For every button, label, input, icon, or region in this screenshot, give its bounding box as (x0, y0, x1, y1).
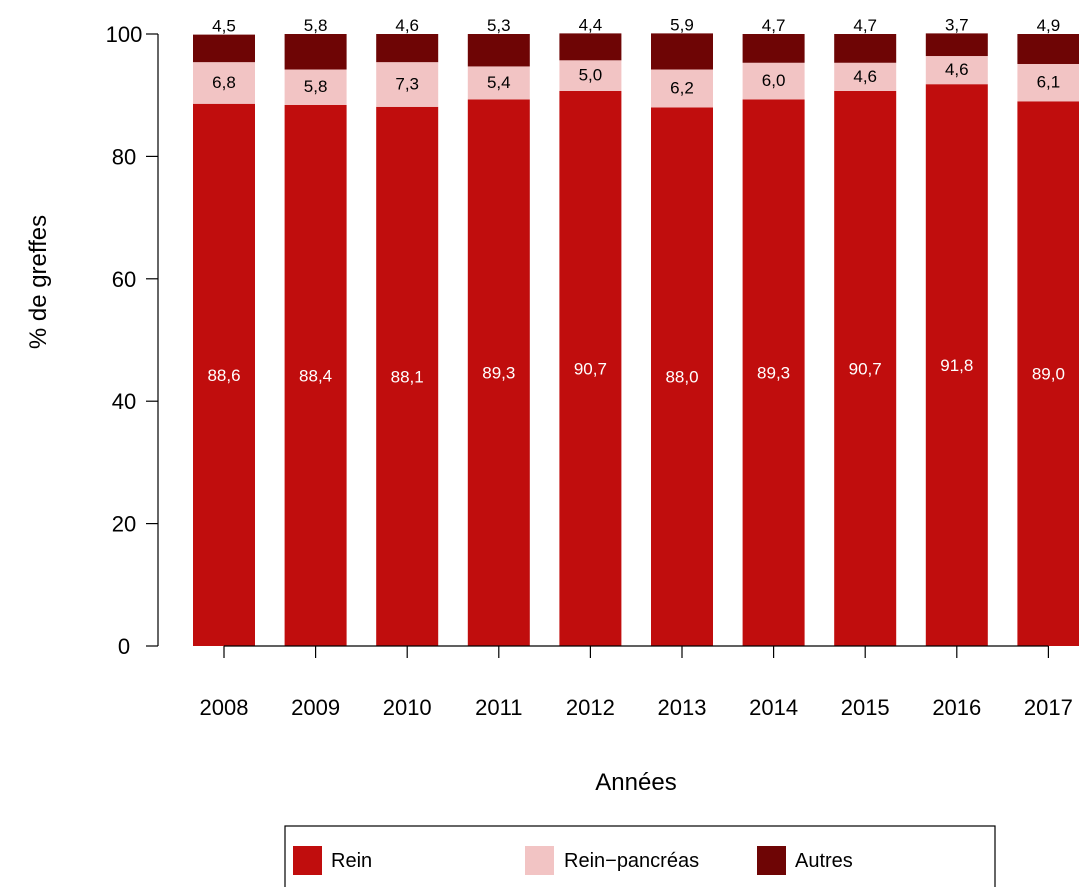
data-label: 4,6 (945, 60, 969, 79)
bar-segment (834, 34, 897, 63)
y-tick-label: 80 (112, 144, 136, 169)
x-tick-label: 2014 (749, 695, 798, 720)
y-axis-title: % de greffes (25, 215, 52, 349)
data-label: 4,6 (853, 67, 877, 86)
data-label: 88,0 (665, 368, 698, 387)
bar-segment (376, 62, 439, 107)
data-label: 4,7 (762, 16, 786, 35)
data-label: 5,8 (304, 16, 328, 35)
data-label: 5,3 (487, 16, 511, 35)
bar-segment (193, 62, 255, 104)
y-tick-label: 20 (112, 512, 136, 537)
data-label: 91,8 (940, 356, 973, 375)
bar-segment (467, 34, 530, 67)
bar-segment (559, 60, 622, 91)
plot-area: 88,6 6,8 4,5 88,4 5,8 5,8 88,1 7,3 4,6 89,3 5,4 5,3… (193, 15, 1079, 646)
x-tick-label: 2015 (841, 695, 890, 720)
legend-label: Autres (795, 850, 853, 872)
bar-segment (284, 69, 347, 105)
x-tick-label: 2012 (566, 695, 615, 720)
bar-segment (559, 33, 622, 61)
bar-segment (1017, 101, 1079, 646)
legend-swatch (757, 846, 786, 875)
bar-segment (193, 103, 255, 646)
bar-segment (284, 104, 347, 646)
bar-segment (925, 84, 988, 646)
legend-label: Rein (331, 850, 372, 872)
y-tick-label: 60 (112, 267, 136, 292)
data-label: 6,2 (670, 78, 694, 97)
legend-label: Rein−pancréas (564, 850, 699, 872)
bar-segment (742, 99, 805, 646)
bar-segment (651, 69, 713, 108)
data-label: 89,3 (757, 364, 790, 383)
bar-segment (834, 62, 897, 91)
bar-segment (834, 90, 897, 646)
bar-segment (925, 56, 988, 85)
bar-segment (193, 34, 255, 63)
data-label: 6,0 (762, 71, 786, 90)
bar-segment (376, 106, 439, 646)
data-label: 4,5 (212, 17, 236, 36)
y-tick-label: 0 (118, 634, 130, 659)
legend-swatch (525, 846, 554, 875)
x-axis: 2008 2009 2010 2011 2012 2013 2014 2015 2016 2017 (200, 645, 1073, 720)
x-tick-label: 2009 (291, 695, 340, 720)
data-label: 3,7 (945, 15, 969, 34)
bar-segment (742, 34, 805, 63)
data-label: 5,4 (487, 73, 511, 92)
data-label: 6,1 (1037, 73, 1061, 92)
data-label: 4,7 (853, 16, 877, 35)
x-tick-label: 2010 (383, 695, 432, 720)
data-label: 88,1 (391, 367, 424, 386)
y-axis: 0 20 40 60 80 100 (106, 22, 159, 659)
x-tick-label: 2011 (475, 695, 522, 720)
legend-box (284, 825, 996, 887)
bar-segment (467, 66, 530, 100)
x-tick-label: 2008 (200, 695, 249, 720)
data-label: 88,6 (207, 366, 240, 385)
data-label: 6,8 (212, 73, 236, 92)
bar-segment (651, 33, 713, 70)
data-label: 4,9 (1037, 16, 1061, 35)
bar-segment (651, 107, 713, 646)
bar-segment (742, 62, 805, 100)
legend: Rein Rein−pancréas Autres (284, 825, 996, 887)
data-label: 4,6 (395, 16, 419, 35)
y-tick-label: 40 (112, 389, 136, 414)
x-tick-label: 2017 (1024, 695, 1073, 720)
x-axis-title: Années (595, 769, 676, 796)
bar-segment (1017, 63, 1079, 102)
data-label: 5,9 (670, 15, 694, 34)
legend-swatch (293, 846, 322, 875)
data-label: 89,3 (482, 364, 515, 383)
y-tick-label: 100 (106, 22, 143, 47)
data-label: 88,4 (299, 366, 332, 385)
data-label: 5,0 (579, 66, 603, 85)
data-label: 89,0 (1032, 365, 1065, 384)
data-label: 90,7 (849, 359, 882, 378)
bar-segment (467, 99, 530, 646)
x-tick-label: 2013 (658, 695, 707, 720)
data-label: 4,4 (579, 15, 603, 34)
data-label: 7,3 (395, 74, 419, 93)
data-label: 5,8 (304, 77, 328, 96)
bar-segment (376, 34, 439, 63)
data-label: 90,7 (574, 359, 607, 378)
bar-segment (925, 33, 988, 57)
x-tick-label: 2016 (932, 695, 981, 720)
bar-segment (559, 90, 622, 646)
bar-segment (284, 34, 347, 70)
bar-segment (1017, 34, 1079, 64)
